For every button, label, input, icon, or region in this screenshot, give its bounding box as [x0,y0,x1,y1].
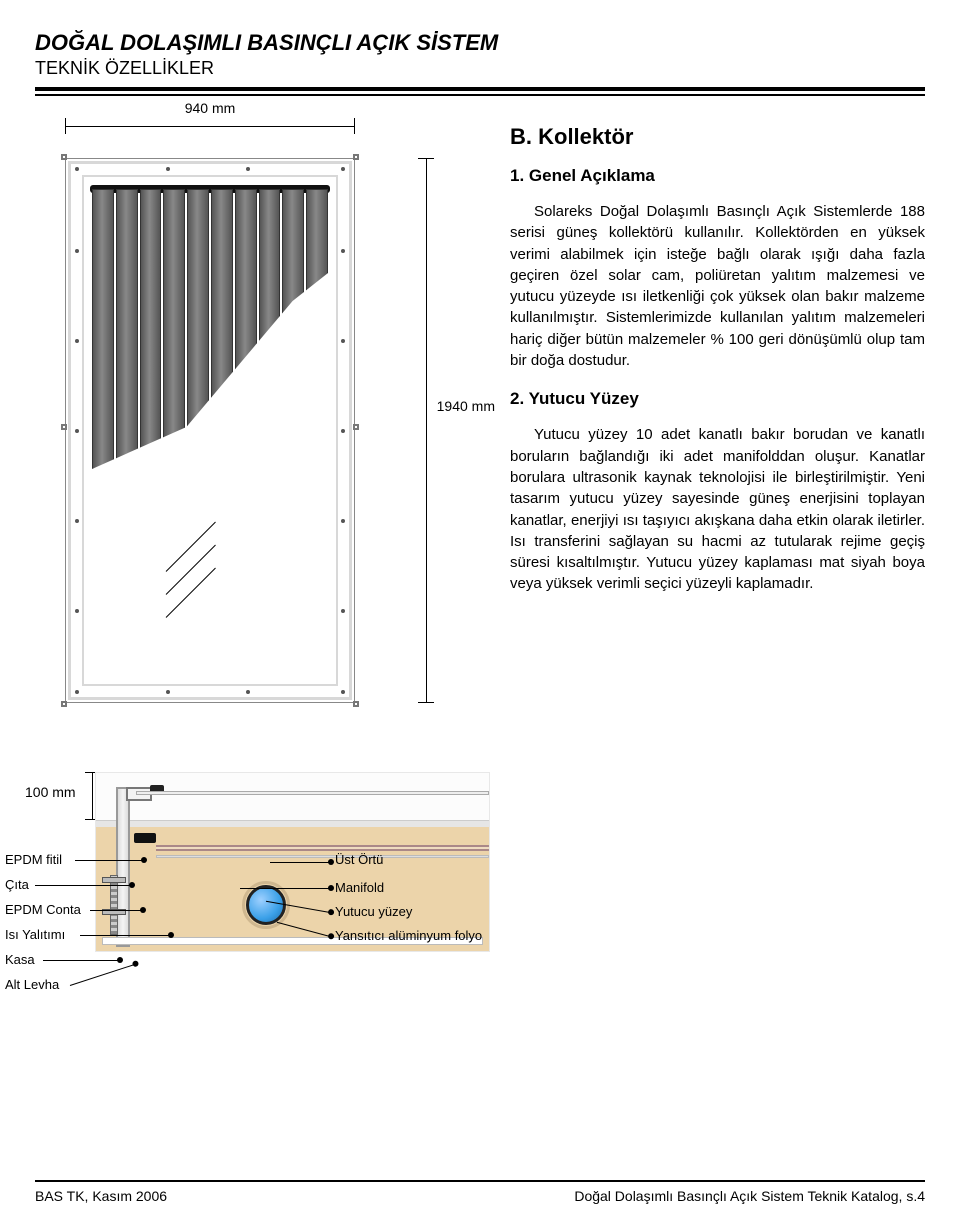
epdm-conta-part [134,833,156,843]
page-subtitle: TEKNİK ÖZELLİKLER [35,58,925,79]
label-ust-ortu: Üst Örtü [335,852,383,867]
label-yutucu-yuzey: Yutucu yüzey [335,904,412,919]
manifold-pipe [246,885,286,925]
label-kasa: Kasa [5,952,35,967]
paragraph-2: Yutucu yüzey 10 adet kanatlı bakır borud… [510,424,925,594]
subheading-2: 2. Yutucu Yüzey [510,389,925,409]
rule-thin [35,94,925,96]
footer-rule [35,1180,925,1182]
dimension-depth-line [85,772,95,820]
label-epdm-fitil: EPDM fitil [5,852,62,867]
subheading-1: 1. Genel Açıklama [510,166,925,186]
footer-left: BAS TK, Kasım 2006 [35,1188,167,1204]
label-isi-yalitimi: Isı Yalıtımı [5,927,65,942]
label-cita: Çıta [5,877,29,892]
label-manifold: Manifold [335,880,384,895]
rule-thick [35,87,925,91]
dimension-depth: 100 mm [25,784,76,800]
footer-right: Doğal Dolaşımlı Basınçlı Açık Sistem Tek… [574,1188,925,1204]
bolt [100,875,128,935]
label-alt-levha: Alt Levha [5,977,59,992]
section-heading-b: B. Kollektör [510,124,925,150]
paragraph-1: Solareks Doğal Dolaşımlı Basınçlı Açık S… [510,201,925,371]
dimension-width-line [65,118,355,130]
label-yansitici: Yansıtıcı alüminyum folyo [335,928,482,943]
collector-frame [65,158,355,703]
reflective-foil [156,855,489,858]
page-title: DOĞAL DOLAŞIMLI BASINÇLI AÇIK SİSTEM [35,30,925,56]
dimension-height-line [418,158,430,703]
dimension-width: 940 mm [65,100,355,116]
label-epdm-conta: EPDM Conta [5,902,81,917]
glass-sheen [166,549,236,640]
collector-diagram: 940 mm 1940 mm [35,118,490,738]
dimension-height: 1940 mm [437,398,495,414]
cross-section-diagram: 100 mm [35,772,490,1052]
absorber-plate [156,845,489,851]
glass-cover [136,791,489,795]
